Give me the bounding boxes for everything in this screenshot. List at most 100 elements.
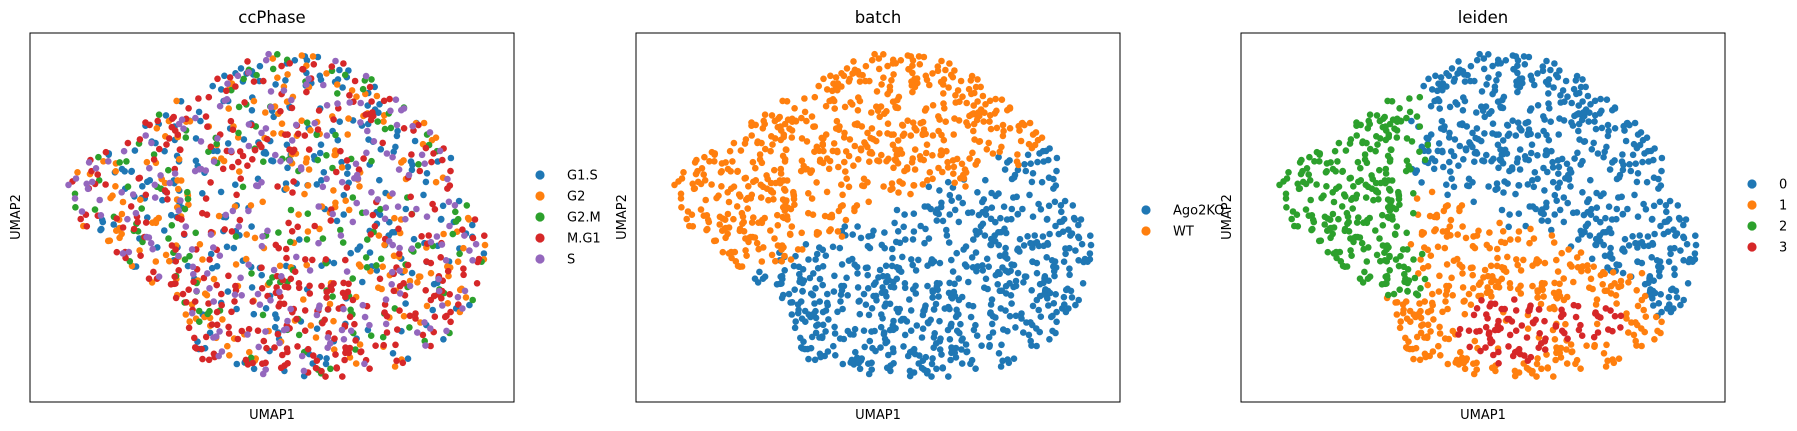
scatter-point-2 [1411, 274, 1419, 282]
scatter-point-ago2ko [1012, 312, 1020, 320]
scatter-point-0 [1516, 124, 1523, 132]
scatter-point-ago2ko [1007, 267, 1014, 275]
scatter-point-wt [684, 208, 692, 215]
scatter-point-g2 [454, 258, 462, 266]
scatter-point-1 [1494, 254, 1501, 262]
scatter-point-wt [788, 134, 796, 141]
scatter-point-ago2ko [964, 209, 972, 217]
scatter-point-ago2ko [885, 351, 892, 359]
scatter-point-m-g1 [225, 272, 232, 280]
scatter-point-wt [1000, 127, 1007, 135]
scatter-point-m-g1 [236, 216, 244, 224]
scatter-point-wt [838, 233, 846, 240]
scatter-point-wt [935, 164, 942, 172]
scatter-point-g1-s [344, 163, 352, 171]
scatter-point-1 [1481, 266, 1489, 274]
scatter-point-g1-s [139, 183, 146, 190]
scatter-point-0 [1657, 182, 1665, 189]
scatter-point-0 [1438, 147, 1446, 155]
scatter-point-ago2ko [975, 211, 983, 219]
scatter-point-1 [1418, 228, 1426, 236]
scatter-point-0 [1550, 84, 1557, 91]
scatter-point-0 [1575, 102, 1582, 109]
scatter-point-ago2ko [1062, 250, 1069, 258]
scatter-point-1 [1515, 228, 1523, 235]
scatter-point-1 [1402, 334, 1409, 342]
scatter-point-m-g1 [170, 280, 178, 288]
scatter-point-2 [1345, 218, 1352, 226]
scatter-point-2 [1291, 222, 1298, 230]
scatter-point-ago2ko [936, 317, 943, 325]
scatter-point-0 [1588, 146, 1596, 153]
scatter-point-ago2ko [875, 274, 882, 281]
scatter-point-s [396, 244, 403, 252]
scatter-point-0 [1438, 117, 1446, 125]
scatter-point-wt [815, 82, 822, 90]
scatter-point-0 [1663, 208, 1670, 216]
scatter-point-ago2ko [1012, 282, 1020, 290]
scatter-point-1 [1544, 364, 1551, 371]
scatter-point-wt [894, 96, 901, 104]
scatter-point-wt [898, 150, 906, 157]
scatter-point-2 [1306, 153, 1313, 161]
scatter-point-ago2ko [1022, 273, 1030, 281]
scatter-point-ago2ko [923, 370, 931, 377]
scatter-point-g2 [323, 70, 330, 77]
scatter-point-g2-m [240, 75, 247, 83]
scatter-point-g2 [250, 97, 258, 105]
scatter-point-1 [1397, 318, 1404, 325]
scatter-point-0 [1619, 166, 1627, 174]
scatter-point-0 [1692, 232, 1699, 239]
y-axis-label: UMAP2 [1220, 194, 1235, 240]
scatter-point-g2-m [235, 129, 242, 137]
scatter-point-s [244, 331, 251, 338]
scatter-point-g1-s [440, 336, 447, 343]
scatter-point-m-g1 [227, 117, 235, 125]
scatter-point-wt [937, 151, 944, 159]
scatter-point-0 [1503, 121, 1511, 129]
scatter-point-ago2ko [919, 325, 927, 333]
scatter-point-0 [1621, 235, 1629, 243]
scatter-point-g2-m [287, 206, 295, 214]
scatter-point-2 [1282, 195, 1290, 202]
scatter-point-0 [1568, 99, 1575, 107]
scatter-point-2 [1362, 194, 1370, 201]
scatter-point-wt [926, 81, 933, 89]
scatter-point-0 [1677, 247, 1684, 254]
scatter-point-g2-m [367, 332, 375, 340]
scatter-point-m-g1 [301, 327, 309, 335]
scatter-point-m-g1 [249, 298, 256, 305]
scatter-point-wt [866, 77, 873, 85]
scatter-point-ago2ko [992, 271, 1000, 279]
scatter-point-m-g1 [234, 335, 242, 343]
scatter-point-m-g1 [274, 330, 282, 338]
scatter-point-s [361, 313, 369, 321]
scatter-point-0 [1606, 253, 1614, 260]
scatter-point-g2-m [204, 310, 211, 318]
scatter-point-3 [1512, 327, 1520, 335]
scatter-point-ago2ko [870, 227, 877, 235]
scatter-point-wt [935, 113, 942, 120]
scatter-point-g1-s [268, 157, 275, 164]
scatter-point-ago2ko [816, 244, 823, 251]
scatter-point-1 [1628, 319, 1635, 326]
scatter-point-wt [726, 147, 734, 155]
scatter-point-0 [1551, 60, 1558, 67]
scatter-point-1 [1584, 267, 1592, 274]
scatter-point-1 [1609, 269, 1617, 276]
scatter-point-s [182, 223, 190, 230]
scatter-point-wt [878, 151, 885, 159]
scatter-point-g2 [400, 157, 407, 164]
scatter-point-0 [1461, 97, 1469, 105]
scatter-point-g2 [113, 227, 120, 234]
scatter-point-s [340, 305, 347, 313]
scatter-point-1 [1436, 330, 1444, 337]
scatter-point-3 [1478, 297, 1485, 304]
scatter-point-m-g1 [214, 75, 221, 83]
scatter-point-1 [1488, 278, 1495, 286]
scatter-point-m-g1 [346, 313, 354, 321]
scatter-point-wt [783, 146, 790, 154]
scatter-point-1 [1435, 288, 1443, 295]
scatter-point-g2-m [379, 333, 387, 341]
scatter-point-m-g1 [303, 88, 310, 96]
